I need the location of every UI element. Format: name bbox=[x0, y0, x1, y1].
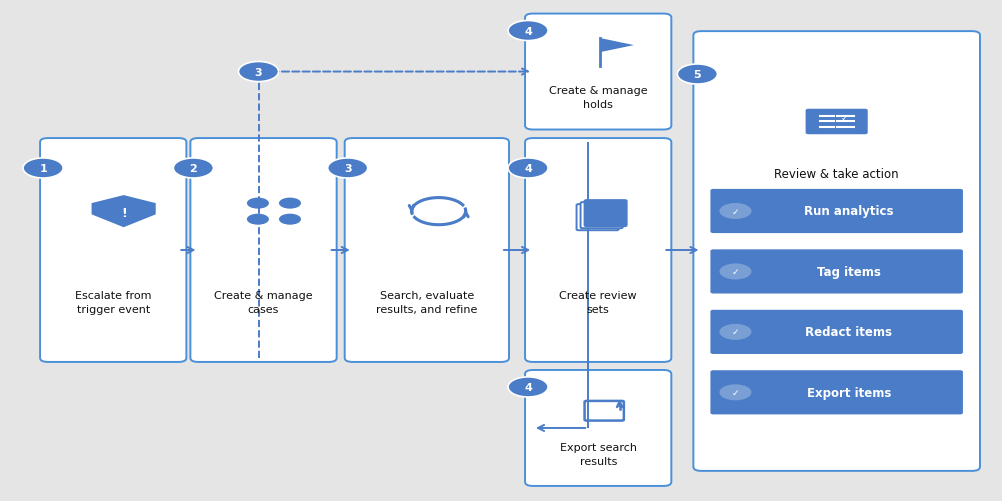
Circle shape bbox=[279, 214, 301, 225]
FancyBboxPatch shape bbox=[710, 189, 963, 233]
Text: 4: 4 bbox=[524, 382, 532, 392]
Circle shape bbox=[246, 198, 269, 209]
Text: 4: 4 bbox=[524, 164, 532, 174]
Text: !: ! bbox=[121, 206, 126, 219]
Text: 5: 5 bbox=[693, 70, 701, 80]
FancyBboxPatch shape bbox=[345, 139, 509, 362]
Text: 2: 2 bbox=[189, 164, 197, 174]
Text: ✓: ✓ bbox=[841, 113, 849, 123]
FancyBboxPatch shape bbox=[525, 370, 671, 486]
Text: Export items: Export items bbox=[807, 386, 891, 399]
Circle shape bbox=[279, 198, 301, 209]
Circle shape bbox=[719, 385, 752, 401]
Circle shape bbox=[328, 159, 368, 179]
FancyBboxPatch shape bbox=[710, 250, 963, 294]
Circle shape bbox=[246, 214, 269, 225]
Circle shape bbox=[238, 62, 279, 82]
FancyBboxPatch shape bbox=[693, 32, 980, 471]
FancyBboxPatch shape bbox=[806, 110, 868, 135]
Text: Review & take action: Review & take action bbox=[775, 167, 899, 180]
Text: Search, evaluate
results, and refine: Search, evaluate results, and refine bbox=[376, 290, 478, 314]
Text: ✓: ✓ bbox=[731, 207, 739, 216]
Circle shape bbox=[677, 65, 717, 85]
Circle shape bbox=[719, 203, 752, 219]
Text: 3: 3 bbox=[255, 68, 263, 77]
Text: Export search
results: Export search results bbox=[560, 442, 636, 466]
Text: ✓: ✓ bbox=[731, 268, 739, 277]
FancyBboxPatch shape bbox=[40, 139, 186, 362]
Polygon shape bbox=[600, 39, 634, 53]
FancyBboxPatch shape bbox=[584, 201, 626, 227]
Text: 1: 1 bbox=[39, 164, 47, 174]
Circle shape bbox=[173, 159, 213, 179]
Text: 3: 3 bbox=[344, 164, 352, 174]
Text: Run analytics: Run analytics bbox=[805, 205, 894, 218]
Circle shape bbox=[719, 324, 752, 340]
Text: Create & manage
cases: Create & manage cases bbox=[214, 290, 313, 314]
Text: Create review
sets: Create review sets bbox=[559, 290, 637, 314]
FancyBboxPatch shape bbox=[710, 310, 963, 354]
Circle shape bbox=[508, 159, 548, 179]
Polygon shape bbox=[91, 196, 155, 228]
Circle shape bbox=[719, 264, 752, 280]
Text: Tag items: Tag items bbox=[817, 266, 881, 279]
Text: Redact items: Redact items bbox=[806, 326, 893, 339]
FancyBboxPatch shape bbox=[580, 203, 622, 229]
Text: Create & manage
holds: Create & manage holds bbox=[549, 86, 647, 110]
FancyBboxPatch shape bbox=[190, 139, 337, 362]
Text: 4: 4 bbox=[524, 27, 532, 37]
Circle shape bbox=[23, 159, 63, 179]
Text: Escalate from
trigger event: Escalate from trigger event bbox=[75, 290, 151, 314]
Text: ✓: ✓ bbox=[731, 388, 739, 397]
FancyBboxPatch shape bbox=[710, 371, 963, 415]
Circle shape bbox=[508, 22, 548, 42]
FancyBboxPatch shape bbox=[525, 139, 671, 362]
Circle shape bbox=[508, 377, 548, 397]
FancyBboxPatch shape bbox=[525, 15, 671, 130]
Text: ✓: ✓ bbox=[731, 328, 739, 337]
FancyBboxPatch shape bbox=[576, 205, 618, 231]
